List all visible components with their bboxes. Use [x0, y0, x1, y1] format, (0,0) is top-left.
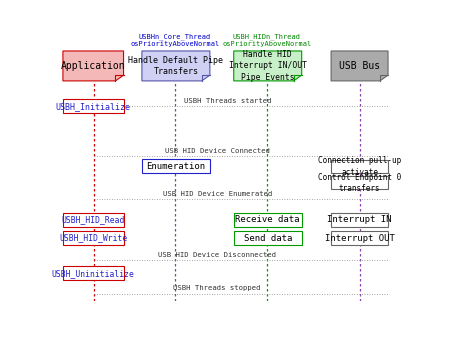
Text: USBH Threads stopped: USBH Threads stopped: [173, 286, 261, 291]
Polygon shape: [63, 51, 124, 81]
Text: Handle HID
Interrupt IN/OUT
Pipe Events: Handle HID Interrupt IN/OUT Pipe Events: [229, 50, 307, 81]
Text: USBH_HIDn_Thread
osPriorityAboveNormal: USBH_HIDn_Thread osPriorityAboveNormal: [222, 33, 311, 47]
Polygon shape: [331, 51, 388, 81]
Text: Handle Default Pipe
Transfers: Handle Default Pipe Transfers: [128, 56, 223, 76]
Text: USBH_HID_Write: USBH_HID_Write: [59, 234, 128, 243]
Text: USBH Threads started: USBH Threads started: [184, 98, 272, 104]
Bar: [142, 159, 210, 173]
Polygon shape: [142, 51, 210, 81]
Bar: [331, 176, 388, 189]
Text: USBH_Initialize: USBH_Initialize: [56, 102, 131, 111]
Text: USB HID Device Disconnected: USB HID Device Disconnected: [158, 251, 276, 258]
Text: Control Endpoint 0
transfers: Control Endpoint 0 transfers: [318, 173, 401, 193]
Text: USB HID Device Enumerated: USB HID Device Enumerated: [163, 191, 272, 197]
Text: Send data: Send data: [244, 234, 292, 243]
Text: USBH_HID_Read: USBH_HID_Read: [62, 215, 125, 224]
Text: USB Bus: USB Bus: [339, 61, 380, 71]
Text: USB HID Device Connected: USB HID Device Connected: [164, 147, 270, 153]
Text: Receive data: Receive data: [236, 215, 300, 224]
Bar: [63, 231, 124, 245]
Bar: [331, 213, 388, 227]
Bar: [234, 231, 301, 245]
Text: USBHn_Core_Thread
osPriorityAboveNormal: USBHn_Core_Thread osPriorityAboveNormal: [130, 33, 219, 47]
Bar: [331, 231, 388, 245]
Bar: [234, 213, 301, 227]
Text: Interrupt OUT: Interrupt OUT: [325, 234, 394, 243]
Text: Interrupt IN: Interrupt IN: [328, 215, 392, 224]
Text: Connection pull-up
activate: Connection pull-up activate: [318, 156, 401, 176]
Text: USBH_Uninitialize: USBH_Uninitialize: [52, 269, 135, 278]
Bar: [63, 213, 124, 227]
Text: Enumeration: Enumeration: [146, 162, 205, 171]
Bar: [63, 266, 124, 280]
Text: Application: Application: [61, 61, 126, 71]
Bar: [331, 160, 388, 173]
Bar: [63, 99, 124, 114]
Polygon shape: [234, 51, 301, 81]
